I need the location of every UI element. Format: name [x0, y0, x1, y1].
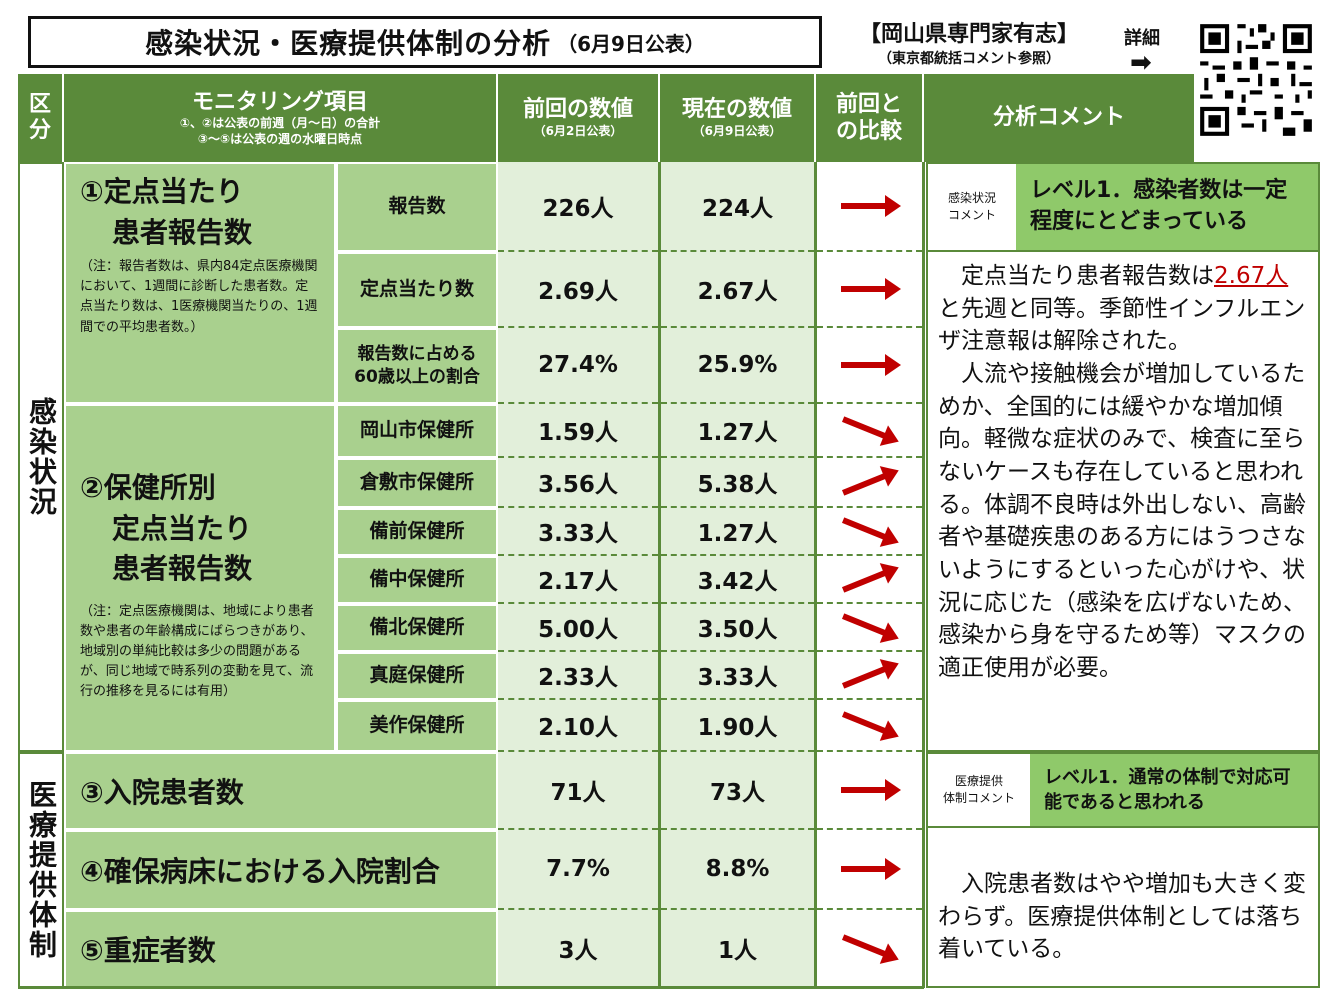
previous-value: 71人 [498, 752, 658, 830]
organization-name: 【岡山県専門家有志】 [858, 22, 1079, 47]
current-value: 8.8% [661, 830, 814, 910]
qr-code-icon[interactable] [1196, 20, 1316, 140]
item-2-title-3: 患者報告数 [112, 552, 253, 586]
current-value: 73人 [661, 752, 814, 830]
page-title: 感染状況・医療提供体制の分析 [145, 27, 552, 60]
infection-comment-label: 感染状況 コメント [928, 164, 1016, 250]
medical-comment-text: 入院患者数はやや増加も大きく変わらず。医療提供体制としては落ち着いている。 [938, 871, 1306, 963]
current-value: 1.27人 [661, 404, 814, 458]
previous-value: 3.33人 [498, 508, 658, 556]
previous-value: 5.00人 [498, 604, 658, 652]
trend-down-arrow-icon [817, 404, 922, 458]
infection-comment-text: 定点当たり患者報告数は2.67人と先週と同等。季節性インフルエンザ注意報は解除さ… [938, 263, 1306, 681]
current-value: 25.9% [661, 328, 814, 404]
current-value: 1.27人 [661, 508, 814, 556]
trend-up-arrow-icon [817, 556, 922, 604]
item-4: ④確保病床における入院割合 [64, 830, 498, 910]
item-1-title: ①定点当たり [80, 175, 244, 208]
medical-comment-label: 医療提供 体制コメント [928, 754, 1030, 826]
right-arrow-icon: ➡ [1130, 48, 1152, 78]
trend-flat-arrow-icon [817, 328, 922, 404]
sub-report-count: 報告数 [336, 162, 498, 252]
header-monitoring: モニタリング項目 ①、②は公表の前週（月～日）の合計 ③～⑤は公表の週の水曜日時… [64, 74, 498, 162]
current-value: 2.67人 [661, 252, 814, 328]
previous-value: 27.4% [498, 328, 658, 404]
trend-up-arrow-icon [817, 652, 922, 700]
trend-down-arrow-icon [817, 910, 922, 988]
trend-flat-arrow-icon [817, 162, 922, 252]
sub-over60-ratio: 報告数に占める 60歳以上の割合 [336, 328, 498, 404]
item-2-note: （注：定点医療機関は、地域により患者数や患者の年齢構成にばらつきがあり、地域別の… [80, 603, 314, 700]
trend-flat-arrow-icon [817, 252, 922, 328]
sub-okayama-city: 岡山市保健所 [336, 404, 498, 458]
header-current: 現在の数値 （6月9日公表） [660, 74, 816, 162]
title-box: 感染状況・医療提供体制の分析 （6月9日公表） [28, 16, 822, 68]
detail-label[interactable]: 詳細 [1124, 28, 1160, 49]
item-3: ③入院患者数 [64, 752, 498, 830]
previous-value: 2.10人 [498, 700, 658, 752]
sub-bihoku: 備北保健所 [336, 604, 498, 652]
trend-flat-arrow-icon [817, 752, 922, 830]
current-value: 1.90人 [661, 700, 814, 752]
infection-level: レベル1．感染者数は一定程度にとどまっている [1016, 164, 1318, 250]
highlight-value: 2.67人 [1214, 263, 1289, 289]
infection-comment-box: 感染状況 コメント レベル1．感染者数は一定程度にとどまっている 定点当たり患者… [926, 162, 1320, 752]
header-category: 区 分 [18, 74, 64, 162]
previous-value: 2.69人 [498, 252, 658, 328]
previous-value: 2.33人 [498, 652, 658, 700]
item-1-note: （注：報告者数は、県内84定点医療機関において、1週間に診断した患者数。定点当た… [80, 259, 318, 335]
previous-value: 3.56人 [498, 458, 658, 508]
previous-value: 226人 [498, 162, 658, 252]
sub-per-site: 定点当たり数 [336, 252, 498, 328]
item-2-title: ②保健所別 [80, 471, 216, 504]
trend-flat-arrow-icon [817, 830, 922, 910]
organization-note: （東京都統括コメント参照） [878, 51, 1060, 67]
previous-value: 3人 [498, 910, 658, 988]
header-comment: 分析コメント [924, 74, 1194, 162]
sub-bizen: 備前保健所 [336, 508, 498, 556]
current-value: 3.50人 [661, 604, 814, 652]
trend-up-arrow-icon [817, 458, 922, 508]
header-compare: 前回と の比較 [816, 74, 924, 162]
current-value: 5.38人 [661, 458, 814, 508]
category-medical: 医療提供体制 [18, 752, 64, 988]
sub-maniwa: 真庭保健所 [336, 652, 498, 700]
item-2-title-2: 定点当たり [112, 511, 253, 545]
sub-mimasaka: 美作保健所 [336, 700, 498, 752]
previous-value: 2.17人 [498, 556, 658, 604]
item-1-title-2: 患者報告数 [112, 215, 253, 249]
item-5: ⑤重症者数 [64, 910, 498, 988]
item-1: ①定点当たり 患者報告数 （注：報告者数は、県内84定点医療機関において、1週間… [64, 162, 336, 404]
category-infection: 感染状況 [18, 162, 64, 752]
medical-level: レベル1．通常の体制で対応可能であると思われる [1030, 754, 1318, 826]
previous-value: 7.7% [498, 830, 658, 910]
trend-down-arrow-icon [817, 700, 922, 752]
sub-kurashiki-city: 倉敷市保健所 [336, 458, 498, 508]
publish-date: （6月9日公表） [557, 31, 705, 56]
trend-down-arrow-icon [817, 508, 922, 556]
medical-comment-box: 医療提供 体制コメント レベル1．通常の体制で対応可能であると思われる 入院患者… [926, 752, 1320, 988]
current-value: 3.42人 [661, 556, 814, 604]
header-previous: 前回の数値 （6月2日公表） [498, 74, 660, 162]
previous-value: 1.59人 [498, 404, 658, 458]
item-2: ②保健所別 定点当たり 患者報告数 （注：定点医療機関は、地域により患者数や患者… [64, 404, 336, 752]
current-value: 224人 [661, 162, 814, 252]
trend-down-arrow-icon [817, 604, 922, 652]
current-value: 3.33人 [661, 652, 814, 700]
sub-bitchu: 備中保健所 [336, 556, 498, 604]
current-value: 1人 [661, 910, 814, 988]
